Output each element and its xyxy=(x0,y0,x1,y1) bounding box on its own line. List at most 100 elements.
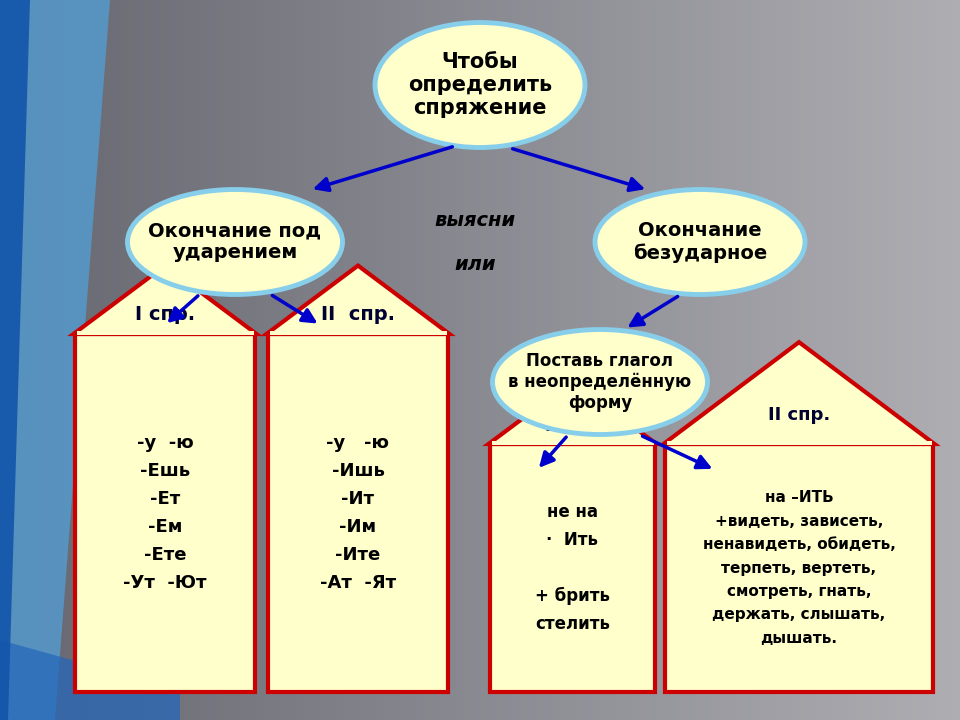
Text: II  спр.: II спр. xyxy=(321,305,395,324)
Bar xyxy=(368,0,377,720)
Bar xyxy=(768,0,777,720)
Bar xyxy=(280,0,289,720)
Bar xyxy=(896,0,905,720)
Bar xyxy=(75,334,255,692)
Bar xyxy=(760,0,769,720)
Bar xyxy=(88,0,97,720)
Bar xyxy=(192,0,201,720)
Bar xyxy=(136,0,145,720)
Text: I спр.: I спр. xyxy=(544,418,600,436)
Bar xyxy=(40,0,49,720)
Bar xyxy=(936,0,945,720)
Bar xyxy=(456,0,465,720)
Bar xyxy=(77,331,253,335)
Bar xyxy=(200,0,209,720)
Bar xyxy=(912,0,921,720)
Bar xyxy=(304,0,313,720)
Bar xyxy=(160,0,169,720)
Bar xyxy=(120,0,129,720)
Text: II спр.: II спр. xyxy=(768,407,830,425)
Bar xyxy=(72,0,81,720)
Bar xyxy=(24,0,33,720)
Bar xyxy=(752,0,761,720)
Bar xyxy=(472,0,481,720)
Bar xyxy=(268,334,448,692)
Bar xyxy=(840,0,849,720)
Bar xyxy=(736,0,745,720)
Bar xyxy=(584,0,593,720)
Bar xyxy=(904,0,913,720)
Bar xyxy=(272,0,281,720)
Polygon shape xyxy=(74,266,256,334)
Bar xyxy=(216,0,225,720)
Bar xyxy=(464,0,473,720)
Bar xyxy=(680,0,689,720)
Bar xyxy=(232,0,241,720)
Bar xyxy=(448,0,457,720)
Bar xyxy=(104,0,113,720)
Bar xyxy=(808,0,817,720)
Bar xyxy=(0,0,9,720)
Text: Окончание
безударное: Окончание безударное xyxy=(633,221,767,263)
Polygon shape xyxy=(267,266,449,334)
Polygon shape xyxy=(0,0,110,720)
Bar xyxy=(264,0,273,720)
Ellipse shape xyxy=(595,189,805,294)
Bar xyxy=(688,0,697,720)
Bar xyxy=(288,0,297,720)
Bar xyxy=(408,0,417,720)
Bar xyxy=(528,0,537,720)
Polygon shape xyxy=(489,382,657,444)
Bar xyxy=(400,0,409,720)
Bar xyxy=(744,0,753,720)
Bar xyxy=(344,0,353,720)
Bar xyxy=(832,0,841,720)
Bar xyxy=(784,0,793,720)
Bar xyxy=(624,0,633,720)
Bar xyxy=(600,0,609,720)
Bar xyxy=(224,0,233,720)
Bar xyxy=(848,0,857,720)
Bar xyxy=(504,0,513,720)
Bar xyxy=(512,0,521,720)
Bar xyxy=(440,0,449,720)
Bar xyxy=(424,0,433,720)
Bar xyxy=(576,0,585,720)
Bar xyxy=(144,0,153,720)
Bar xyxy=(672,0,681,720)
Bar xyxy=(168,0,177,720)
Bar xyxy=(96,0,105,720)
Bar xyxy=(520,0,529,720)
Bar xyxy=(152,0,161,720)
Bar xyxy=(128,0,137,720)
Bar xyxy=(320,0,329,720)
Bar xyxy=(712,0,721,720)
Bar xyxy=(240,0,249,720)
Bar xyxy=(824,0,833,720)
Text: -у   -ю
-Ишь
-Ит
-Им
-Ите
-Ат  -Ят: -у -ю -Ишь -Ит -Им -Ите -Ат -Ят xyxy=(320,434,396,592)
Text: Окончание под
ударением: Окончание под ударением xyxy=(149,222,322,263)
Bar xyxy=(816,0,825,720)
Bar xyxy=(480,0,489,720)
Bar xyxy=(32,0,41,720)
Bar xyxy=(64,0,73,720)
Bar xyxy=(792,0,801,720)
Bar xyxy=(496,0,505,720)
Ellipse shape xyxy=(128,189,343,294)
Bar xyxy=(608,0,617,720)
Text: -у  -ю
-Ешь
-Ет
-Ем
-Ете
-Ут  -Ют: -у -ю -Ешь -Ет -Ем -Ете -Ут -Ют xyxy=(123,434,206,592)
Polygon shape xyxy=(0,640,180,720)
Bar xyxy=(296,0,305,720)
Bar xyxy=(184,0,193,720)
Bar xyxy=(392,0,401,720)
Text: на –ИТЬ
+видеть, зависеть,
ненавидеть, обидеть,
терпеть, вертеть,
смотреть, гнат: на –ИТЬ +видеть, зависеть, ненавидеть, о… xyxy=(703,490,896,646)
Ellipse shape xyxy=(492,330,708,434)
Bar xyxy=(568,0,577,720)
Bar xyxy=(352,0,361,720)
Bar xyxy=(56,0,65,720)
Bar xyxy=(592,0,601,720)
Bar xyxy=(696,0,705,720)
Bar xyxy=(664,0,673,720)
Bar xyxy=(666,441,931,445)
Bar xyxy=(944,0,953,720)
